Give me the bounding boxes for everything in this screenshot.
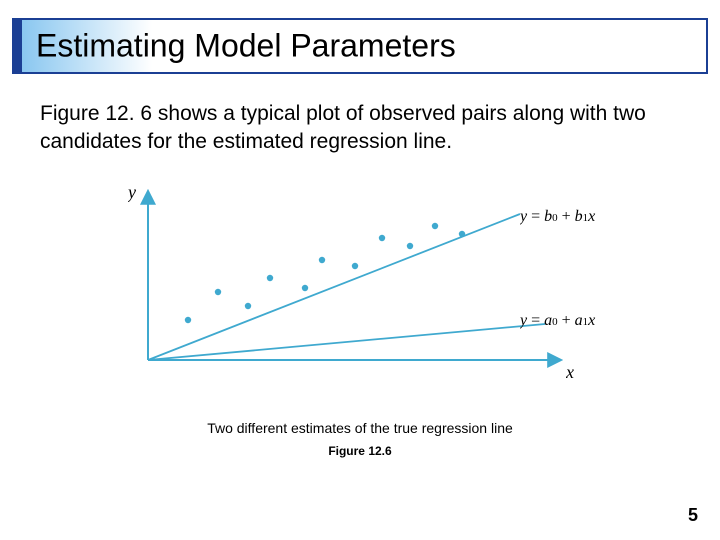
regression-chart: y x y = b0 + b1x y = a0 + a1x (90, 180, 630, 400)
data-point (379, 235, 385, 241)
data-point (245, 303, 251, 309)
data-point (352, 263, 358, 269)
figure-area: y x y = b0 + b1x y = a0 + a1x (90, 180, 630, 400)
line-a (148, 324, 545, 360)
page-number: 5 (688, 505, 698, 526)
data-point (302, 285, 308, 291)
data-point (215, 289, 221, 295)
figure-number: Figure 12.6 (0, 444, 720, 458)
data-point (432, 223, 438, 229)
y-axis-label: y (128, 182, 268, 206)
page-title: Estimating Model Parameters (36, 28, 456, 65)
title-box: Estimating Model Parameters (12, 18, 708, 74)
data-point (185, 317, 191, 323)
data-point (267, 275, 273, 281)
title-accent-bar (14, 20, 22, 72)
line-b-label: y = b0 + b1x (520, 208, 630, 230)
line-a-label: y = a0 + a1x (520, 312, 630, 334)
figure-caption: Two different estimates of the true regr… (0, 420, 720, 436)
data-point (319, 257, 325, 263)
data-point (407, 243, 413, 249)
data-point (459, 231, 465, 237)
body-paragraph: Figure 12. 6 shows a typical plot of obs… (40, 100, 680, 157)
x-axis-label: x (566, 362, 630, 386)
